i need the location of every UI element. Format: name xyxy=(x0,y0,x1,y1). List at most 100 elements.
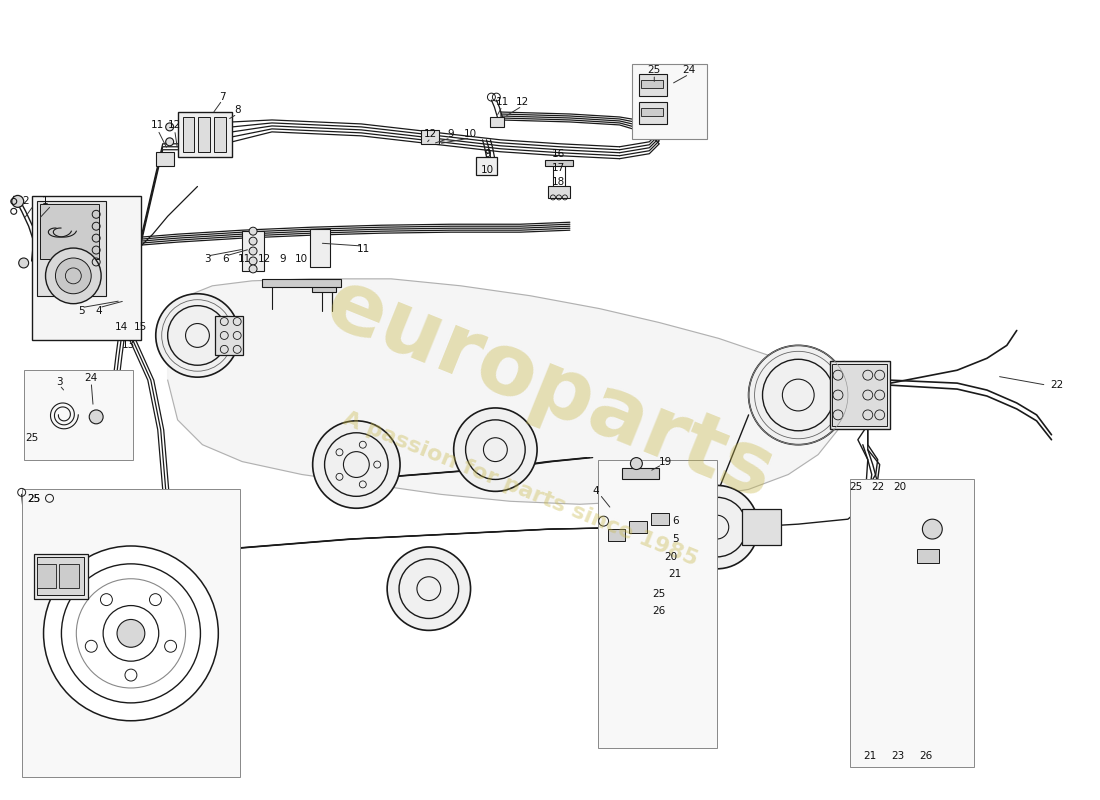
Text: 3: 3 xyxy=(56,377,63,387)
Text: 12: 12 xyxy=(257,254,271,264)
Bar xyxy=(639,102,668,124)
Circle shape xyxy=(44,546,218,721)
Text: 9: 9 xyxy=(484,149,491,158)
Text: 7: 7 xyxy=(219,92,225,102)
Bar xyxy=(214,117,227,152)
Circle shape xyxy=(312,421,400,508)
Text: 17: 17 xyxy=(551,162,564,173)
Text: 22: 22 xyxy=(871,482,884,492)
Text: 5: 5 xyxy=(672,534,679,544)
Text: 14: 14 xyxy=(114,322,128,331)
Text: 13: 13 xyxy=(121,340,134,350)
Bar xyxy=(832,364,887,426)
Bar xyxy=(36,557,85,594)
Text: 25: 25 xyxy=(652,589,666,598)
Bar xyxy=(629,521,647,533)
Text: 22: 22 xyxy=(1049,380,1063,390)
Bar xyxy=(156,152,174,166)
Text: 4: 4 xyxy=(96,306,102,316)
Circle shape xyxy=(45,248,101,304)
Text: A passion for parts since 1985: A passion for parts since 1985 xyxy=(340,409,701,570)
Text: 20: 20 xyxy=(893,482,906,492)
Text: 10: 10 xyxy=(481,165,494,174)
Bar xyxy=(59,564,79,588)
Circle shape xyxy=(120,506,216,602)
Text: 9: 9 xyxy=(448,129,454,139)
Bar xyxy=(198,117,210,152)
Text: 3: 3 xyxy=(205,254,211,264)
Bar xyxy=(183,117,195,152)
Bar xyxy=(475,157,497,174)
Text: 9: 9 xyxy=(279,254,286,264)
Text: 12: 12 xyxy=(168,120,182,130)
Circle shape xyxy=(12,195,24,207)
Text: 25: 25 xyxy=(849,482,862,492)
Bar xyxy=(36,564,56,588)
Bar xyxy=(216,315,243,355)
Bar xyxy=(830,362,890,429)
Text: 25: 25 xyxy=(28,494,41,504)
Text: 8: 8 xyxy=(234,105,241,115)
Bar xyxy=(544,160,573,166)
Text: 25: 25 xyxy=(28,494,41,504)
Text: 11: 11 xyxy=(496,97,509,107)
Polygon shape xyxy=(167,279,838,504)
Bar xyxy=(741,510,781,545)
Circle shape xyxy=(156,294,239,377)
Bar xyxy=(22,490,240,778)
Bar xyxy=(40,204,99,259)
Bar xyxy=(632,64,707,139)
Bar xyxy=(34,554,88,598)
Circle shape xyxy=(749,346,848,445)
Text: 15: 15 xyxy=(134,322,147,331)
Bar xyxy=(651,514,669,525)
Bar xyxy=(621,467,659,479)
Bar xyxy=(421,130,439,144)
Text: 6: 6 xyxy=(672,516,679,526)
Bar xyxy=(242,231,264,271)
Text: 2: 2 xyxy=(22,196,29,206)
Text: 16: 16 xyxy=(551,149,564,158)
Circle shape xyxy=(249,257,257,265)
Circle shape xyxy=(249,247,257,255)
Circle shape xyxy=(630,458,642,470)
Text: 26: 26 xyxy=(652,606,666,615)
Bar xyxy=(597,459,717,747)
Bar xyxy=(639,74,668,96)
Text: 4: 4 xyxy=(593,486,600,496)
Circle shape xyxy=(89,410,103,424)
Text: 25: 25 xyxy=(25,433,39,442)
Text: 26: 26 xyxy=(918,750,932,761)
Circle shape xyxy=(19,258,29,268)
Circle shape xyxy=(923,519,943,539)
Text: 18: 18 xyxy=(551,177,564,186)
Text: europarts: europarts xyxy=(314,262,786,518)
Text: 24: 24 xyxy=(85,373,98,383)
Text: 19: 19 xyxy=(659,457,672,466)
Text: 20: 20 xyxy=(664,552,678,562)
Text: 25: 25 xyxy=(648,66,661,75)
Circle shape xyxy=(453,408,537,491)
Bar xyxy=(850,479,974,767)
Circle shape xyxy=(117,619,145,647)
Bar xyxy=(24,370,133,459)
Text: 23: 23 xyxy=(891,750,904,761)
Bar xyxy=(310,229,330,267)
Bar xyxy=(32,197,141,341)
Circle shape xyxy=(249,237,257,245)
Text: 21: 21 xyxy=(864,750,877,761)
Text: 24: 24 xyxy=(682,66,695,75)
Text: 12: 12 xyxy=(516,97,529,107)
Circle shape xyxy=(249,265,257,273)
Text: 6: 6 xyxy=(222,254,229,264)
Bar xyxy=(641,80,663,88)
Text: 1: 1 xyxy=(42,196,48,206)
Bar xyxy=(491,117,504,127)
Bar xyxy=(548,186,570,198)
Text: 11: 11 xyxy=(151,120,164,130)
Text: 11: 11 xyxy=(238,254,251,264)
Text: 11: 11 xyxy=(356,244,370,254)
Bar xyxy=(917,549,939,563)
Bar xyxy=(607,529,626,541)
Bar xyxy=(262,279,341,286)
